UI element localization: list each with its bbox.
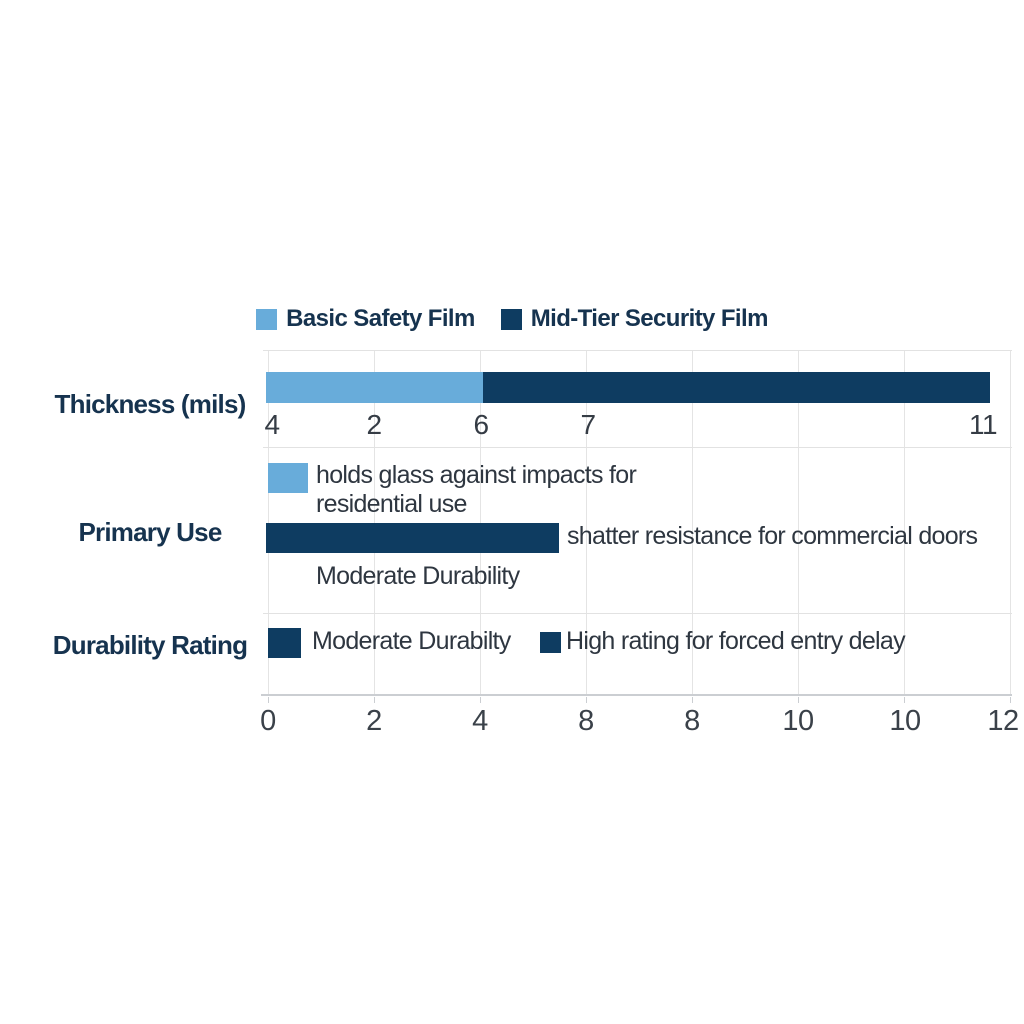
legend-label-basic: Basic Safety Film (286, 305, 475, 332)
category-label-primary-use: Primary Use (78, 517, 223, 547)
bar-value-label: 11 (968, 409, 998, 440)
x-axis-tick (480, 697, 481, 703)
bar-value-label: 7 (580, 409, 596, 440)
plot-top-border (263, 350, 1012, 351)
x-axis-tick (692, 697, 693, 703)
bar-value-label: 2 (366, 409, 382, 440)
annotation-primary-basic-line2: residential use (316, 490, 467, 518)
bar-value-label: 6 (473, 409, 489, 440)
gridline-vertical (374, 350, 375, 695)
bar-durability-mid-marker (540, 632, 561, 653)
x-axis-tick-label: 0 (260, 705, 276, 737)
gridline-vertical (480, 350, 481, 695)
bar-primary-use-basic (268, 463, 308, 493)
legend-swatch-mid-icon (500, 308, 522, 330)
gridline-horizontal (263, 447, 1012, 448)
x-axis-tick (374, 697, 375, 703)
bar-value-label: 4 (264, 409, 280, 440)
x-axis-tick-label: 2 (366, 705, 382, 737)
legend-label-mid: Mid-Tier Security Film (530, 305, 769, 332)
x-axis-tick (904, 697, 905, 703)
gridline-vertical (692, 350, 693, 695)
annotation-primary-mid: shatter resistance for commercial doors (567, 522, 978, 550)
bar-thickness-basic (266, 372, 483, 403)
legend: Basic Safety Film Mid-Tier Security Film (0, 303, 1024, 335)
x-axis-tick-label: 10 (889, 705, 921, 737)
gridline-vertical (268, 350, 269, 695)
category-label-durability: Durability Rating (52, 630, 248, 660)
x-axis-tick-label: 8 (684, 705, 700, 737)
gridline-vertical (586, 350, 587, 695)
x-axis-tick-label: 10 (782, 705, 814, 737)
annotation-durability-basic: Moderate Durabilty (312, 627, 511, 655)
x-axis-tick-label: 12 (987, 705, 1019, 737)
x-axis-tick (798, 697, 799, 703)
gridline-vertical (798, 350, 799, 695)
x-axis-tick-label: 8 (578, 705, 594, 737)
x-axis-tick (268, 697, 269, 703)
gridline-vertical (904, 350, 905, 695)
x-axis-tick (1010, 697, 1011, 703)
annotation-primary-floating: Moderate Durability (316, 562, 520, 590)
x-axis-tick (586, 697, 587, 703)
legend-item-mid-tier-security-film: Mid-Tier Security Film (500, 305, 769, 333)
bar-durability-basic-marker (268, 628, 301, 658)
annotation-primary-basic-line1: holds glass against impacts for (316, 461, 637, 489)
gridline-vertical (1010, 350, 1011, 695)
bar-thickness-mid (483, 372, 990, 403)
bar-primary-use-mid (266, 523, 559, 553)
x-axis-line (261, 694, 1012, 696)
x-axis-tick-label: 4 (472, 705, 488, 737)
legend-item-basic-safety-film: Basic Safety Film (256, 305, 475, 333)
legend-swatch-basic-icon (256, 308, 278, 330)
category-label-thickness: Thickness (mils) (54, 389, 247, 419)
annotation-durability-mid: High rating for forced entry delay (566, 627, 906, 655)
gridline-horizontal (263, 613, 1012, 614)
